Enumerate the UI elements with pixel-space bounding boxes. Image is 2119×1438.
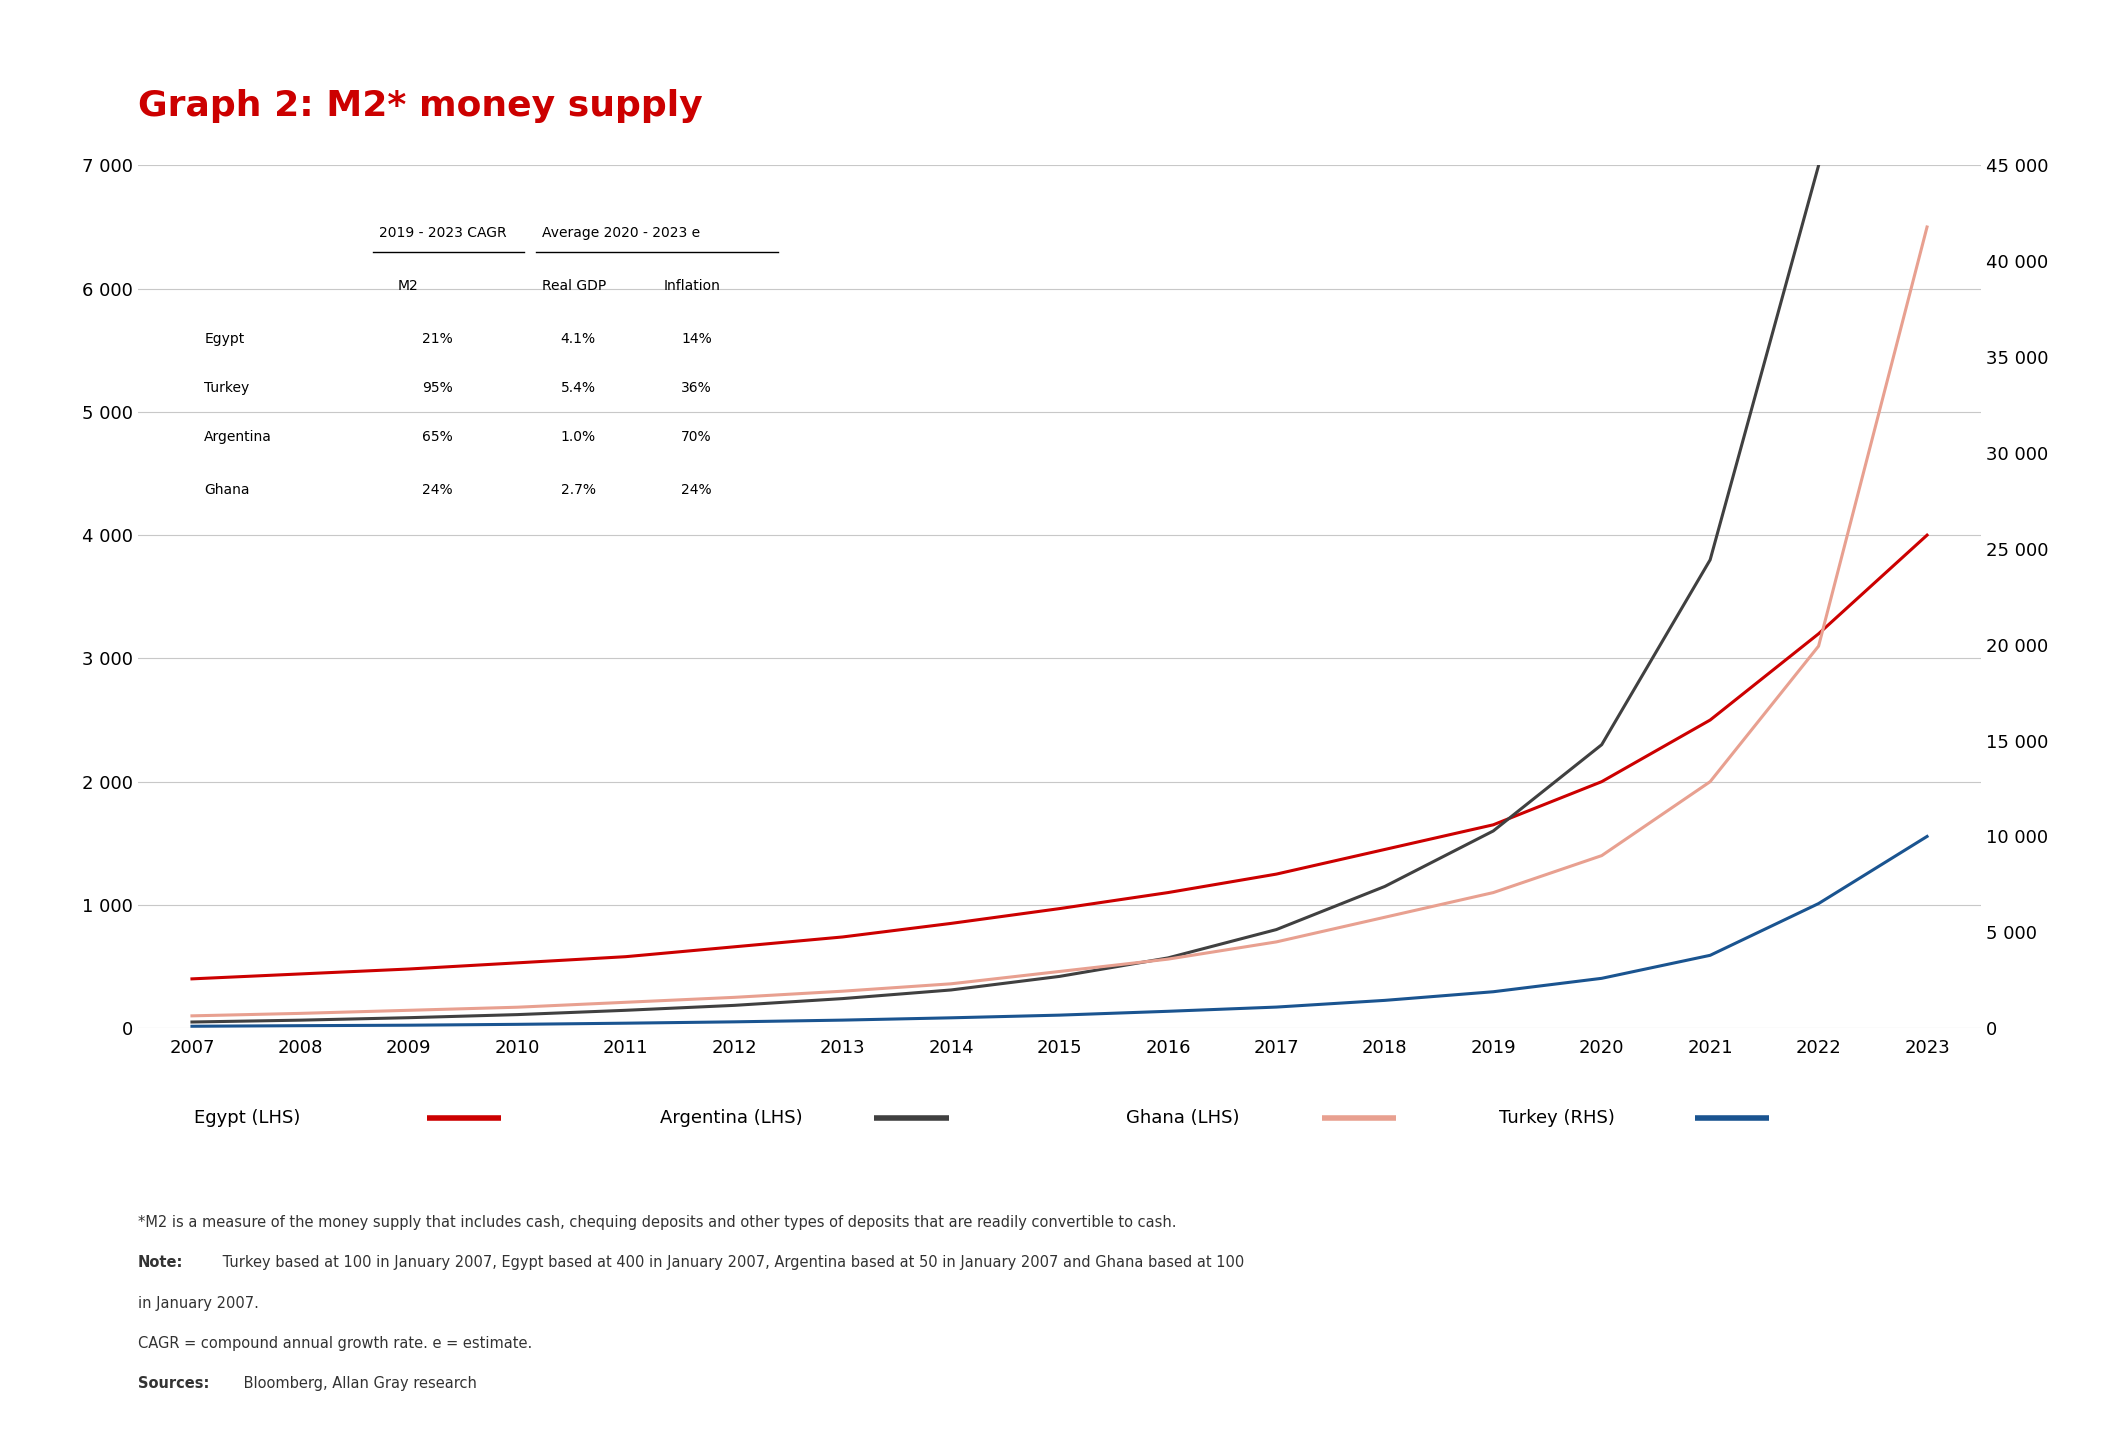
- Text: 24%: 24%: [682, 483, 712, 498]
- Text: Argentina: Argentina: [203, 430, 271, 444]
- Text: Turkey based at 100 in January 2007, Egypt based at 400 in January 2007, Argenti: Turkey based at 100 in January 2007, Egy…: [218, 1255, 1244, 1270]
- Text: 2019 - 2023 CAGR: 2019 - 2023 CAGR: [379, 226, 506, 240]
- Text: Real GDP: Real GDP: [542, 279, 606, 293]
- Text: 36%: 36%: [682, 381, 712, 395]
- Text: Ghana (LHS): Ghana (LHS): [1125, 1109, 1240, 1127]
- Text: 24%: 24%: [422, 483, 451, 498]
- Text: in January 2007.: in January 2007.: [138, 1296, 259, 1310]
- Text: 21%: 21%: [422, 332, 453, 345]
- Text: 1.0%: 1.0%: [562, 430, 595, 444]
- Text: Average 2020 - 2023 e: Average 2020 - 2023 e: [542, 226, 701, 240]
- Text: Turkey (RHS): Turkey (RHS): [1498, 1109, 1615, 1127]
- Text: Argentina (LHS): Argentina (LHS): [659, 1109, 803, 1127]
- Text: 4.1%: 4.1%: [562, 332, 595, 345]
- Text: 95%: 95%: [422, 381, 453, 395]
- Text: Note:: Note:: [138, 1255, 182, 1270]
- Text: Egypt (LHS): Egypt (LHS): [193, 1109, 301, 1127]
- Text: Egypt: Egypt: [203, 332, 244, 345]
- Text: 5.4%: 5.4%: [562, 381, 595, 395]
- Text: 14%: 14%: [682, 332, 712, 345]
- Text: 65%: 65%: [422, 430, 453, 444]
- Text: M2: M2: [398, 279, 417, 293]
- Text: Turkey: Turkey: [203, 381, 250, 395]
- Text: 2.7%: 2.7%: [562, 483, 595, 498]
- Text: Ghana: Ghana: [203, 483, 250, 498]
- Text: Bloomberg, Allan Gray research: Bloomberg, Allan Gray research: [239, 1376, 477, 1391]
- Text: 70%: 70%: [682, 430, 712, 444]
- Text: *M2 is a measure of the money supply that includes cash, chequing deposits and o: *M2 is a measure of the money supply tha…: [138, 1215, 1176, 1229]
- Text: Sources:: Sources:: [138, 1376, 210, 1391]
- Text: Inflation: Inflation: [663, 279, 720, 293]
- Text: CAGR = compound annual growth rate. e = estimate.: CAGR = compound annual growth rate. e = …: [138, 1336, 532, 1350]
- Text: Graph 2: M2* money supply: Graph 2: M2* money supply: [138, 89, 701, 124]
